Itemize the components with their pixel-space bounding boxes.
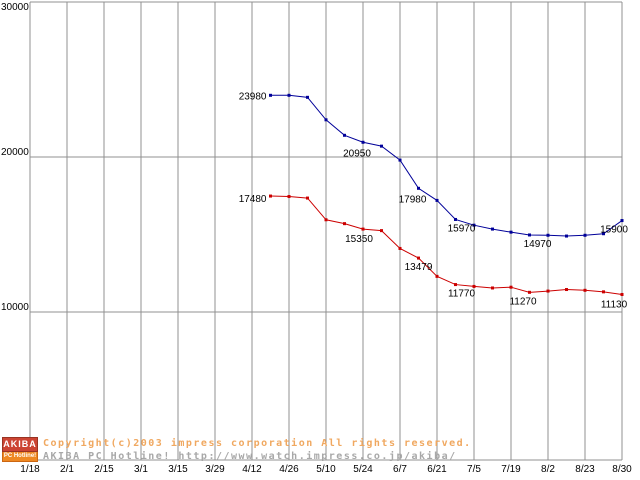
chart-text: 23980 (239, 91, 267, 102)
chart-text: 20950 (343, 148, 371, 159)
upper-price-series-marker (269, 93, 272, 97)
akiba-logo-bottom: PC Hotline! (2, 452, 38, 462)
chart-text: 7/5 (467, 464, 481, 475)
chart-text: 7/19 (501, 464, 521, 475)
lower-price-series-marker (528, 290, 531, 294)
akiba-logo: AKIBA PC Hotline! (2, 437, 38, 462)
upper-price-series-marker (454, 217, 457, 221)
upper-price-series-marker (306, 95, 309, 99)
lower-price-series-marker (398, 246, 402, 250)
chart-text: 4/12 (242, 464, 262, 475)
chart-text: 10000 (1, 302, 29, 313)
chart-text: 3/1 (134, 464, 148, 475)
upper-price-series-line (270, 94, 623, 237)
lower-price-series-marker (491, 286, 494, 290)
chart-text: 3/15 (168, 464, 188, 475)
chart-text: 15350 (345, 234, 373, 245)
lower-price-series-marker (509, 285, 513, 289)
lower-price-series-marker (269, 194, 272, 198)
upper-price-series-marker (398, 158, 402, 162)
chart-text: 4/26 (279, 464, 299, 475)
upper-price-series-marker (287, 93, 291, 97)
chart-text: 13479 (405, 262, 433, 273)
upper-price-series-marker (528, 233, 531, 237)
chart-text: 2/1 (60, 464, 74, 475)
chart-text: 5/10 (316, 464, 336, 475)
lower-price-series-marker (620, 292, 624, 296)
chart-text: 3/29 (205, 464, 225, 475)
lower-price-series-marker (546, 289, 550, 293)
chart-text: 2/15 (94, 464, 114, 475)
lower-price-series-marker (380, 229, 383, 233)
upper-price-series-marker (546, 233, 550, 237)
upper-price-series-marker (361, 140, 365, 144)
lower-price-series-marker (417, 256, 420, 260)
upper-price-series-marker (472, 223, 476, 227)
lower-price-series-marker (306, 196, 309, 200)
chart-text: 17980 (399, 194, 427, 205)
copyright-block: Copyright(c)2003 impress corporation All… (43, 437, 472, 463)
lower-price-series-marker (472, 284, 476, 288)
chart-text: 20000 (1, 147, 29, 158)
upper-price-series-marker (417, 186, 420, 190)
upper-price-series-marker (380, 144, 383, 148)
chart-text: 11130 (601, 299, 628, 310)
chart-text: 6/7 (393, 464, 407, 475)
lower-price-series-marker (583, 288, 587, 292)
upper-price-series-marker (435, 198, 439, 202)
upper-price-series-marker (583, 233, 587, 237)
chart-text: 1/18 (20, 464, 40, 475)
lower-price-series-line (270, 195, 623, 295)
chart-text: 8/23 (575, 464, 595, 475)
upper-price-series-marker (602, 232, 605, 236)
lower-price-series-marker (324, 218, 328, 222)
upper-price-series-marker (565, 234, 568, 238)
lower-price-series-marker (435, 274, 439, 278)
upper-price-series-marker (343, 133, 346, 137)
chart-text: 11770 (448, 289, 476, 300)
lower-price-series-marker (343, 222, 346, 226)
chart-text: 8/2 (541, 464, 555, 475)
lower-price-series-marker (454, 283, 457, 287)
upper-price-series-marker (491, 227, 494, 231)
lower-price-series-marker (565, 288, 568, 292)
chart-text: 11270 (509, 296, 537, 307)
footer: AKIBA PC Hotline! Copyright(c)2003 impre… (2, 437, 472, 463)
chart-text: 30000 (1, 2, 29, 13)
copyright-text: Copyright(c)2003 impress corporation All… (43, 438, 472, 449)
chart-text: 14970 (524, 239, 552, 250)
lower-price-series-marker (287, 195, 291, 199)
upper-price-series-marker (324, 118, 328, 122)
chart-text: 6/21 (427, 464, 447, 475)
akiba-logo-top: AKIBA (2, 437, 38, 452)
lower-price-series-marker (602, 290, 605, 294)
upper-price-series-marker (620, 219, 624, 223)
chart-text: 15970 (448, 223, 476, 234)
chart-text: 5/24 (353, 464, 373, 475)
site-url-text: AKIBA PC Hotline! http://www.watch.impre… (43, 451, 457, 462)
chart-text: 17480 (239, 194, 267, 205)
lower-price-series-marker (361, 227, 365, 231)
chart-text: 15900 (600, 225, 628, 236)
chart-text: 8/30 (612, 464, 632, 475)
upper-price-series-marker (509, 230, 513, 234)
